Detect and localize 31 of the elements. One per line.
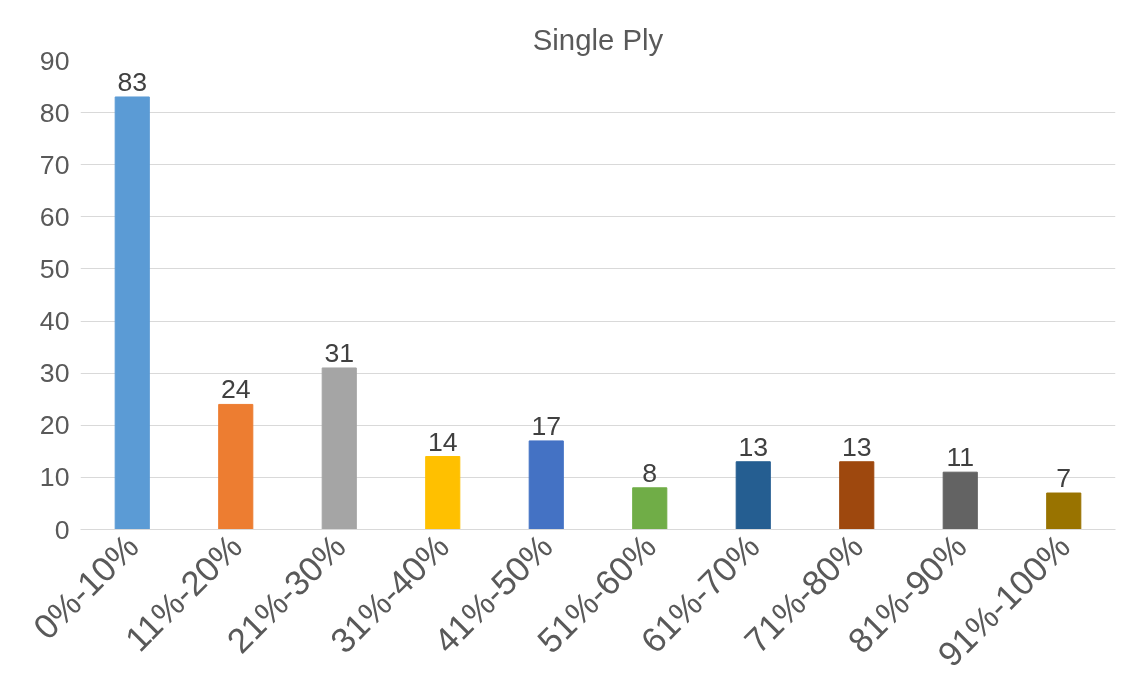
data-label: 13: [841, 431, 872, 462]
y-tick-label: 60: [39, 201, 70, 232]
bar: [1046, 492, 1082, 530]
y-tick-label: 90: [39, 45, 70, 76]
y-tick-label: 70: [39, 149, 70, 180]
data-label: 31: [324, 337, 355, 368]
bar: [425, 456, 461, 530]
data-label: 8: [642, 457, 658, 488]
y-tick-label: 0: [54, 514, 70, 545]
data-label: 83: [117, 66, 148, 97]
bar: [839, 461, 875, 530]
bar: [632, 487, 668, 530]
bar: [735, 461, 771, 530]
y-tick-label: 80: [39, 97, 70, 128]
bar: [942, 471, 978, 530]
data-label: 14: [427, 426, 458, 457]
y-tick-label: 40: [39, 306, 70, 337]
y-tick-label: 20: [39, 410, 70, 441]
y-tick-label: 10: [39, 462, 70, 493]
bar: [528, 440, 564, 530]
data-label: 11: [946, 442, 975, 473]
y-tick-label: 30: [39, 358, 70, 389]
y-tick-label: 50: [39, 253, 70, 284]
data-label: 24: [220, 374, 251, 405]
bar: [321, 367, 357, 530]
bar: [114, 96, 150, 530]
data-label: 17: [531, 410, 562, 441]
bar: [218, 403, 254, 530]
data-label: 13: [738, 431, 769, 462]
chart-title: Single Ply: [532, 22, 664, 56]
data-label: 7: [1056, 463, 1072, 494]
